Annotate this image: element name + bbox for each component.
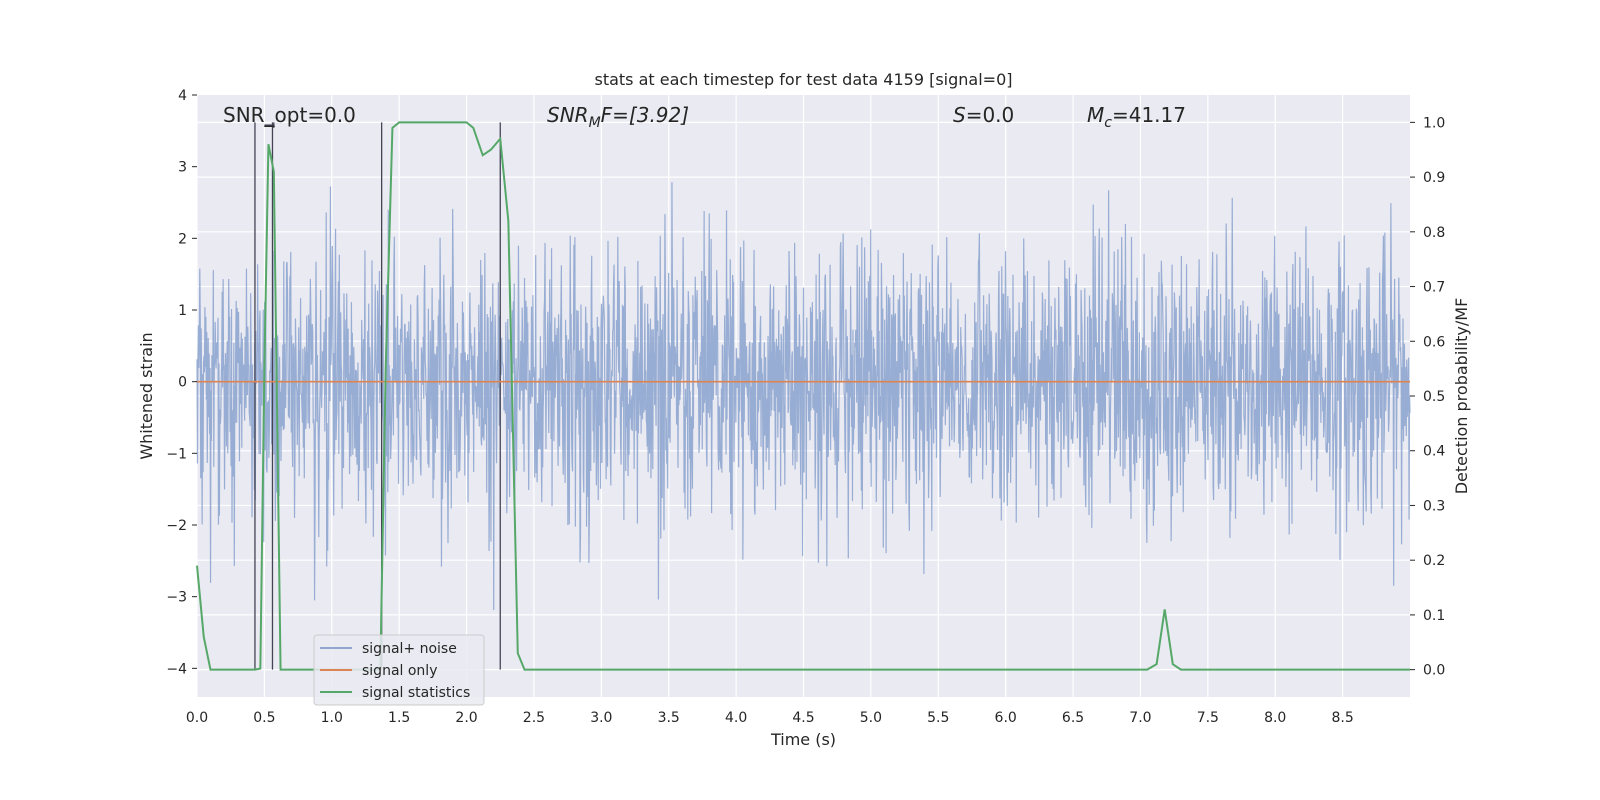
y-tick-label: −4 (166, 661, 187, 677)
legend: signal+ noise signal only signal statist… (313, 634, 485, 706)
x-tick-label: 5.0 (860, 710, 882, 726)
x-tick-label: 0.0 (186, 710, 208, 726)
annotation-snr-mf-name: SNR (547, 103, 589, 127)
y2-tick-label: 0.9 (1423, 170, 1445, 186)
x-tick-label: 0.5 (253, 710, 275, 726)
x-axis-ticks: 0.0 0.5 1.0 1.5 2.0 2.5 3.0 3.5 4.0 4.5 5.0 5.5 6.0 6… (186, 710, 1354, 726)
y-tick-label: 4 (178, 88, 187, 104)
noise-trace (196, 182, 1411, 611)
x-tick-label: 3.5 (658, 710, 680, 726)
y2-tick-label: 0.2 (1423, 553, 1445, 569)
y-tick-label: 2 (178, 231, 187, 247)
x-tick-label: 5.5 (927, 710, 949, 726)
signal-noise-line (196, 182, 1411, 611)
x-tick-label: 7.5 (1197, 710, 1219, 726)
annotation-s-name: S (953, 103, 966, 127)
vertical-markers (254, 122, 501, 670)
y2-tick-label: 0.8 (1423, 225, 1445, 241)
y2-tick-label: 0.5 (1423, 389, 1445, 405)
x-tick-label: 1.5 (388, 710, 410, 726)
y2-tick-label: 1.0 (1423, 115, 1445, 131)
x-tick-label: 4.5 (792, 710, 814, 726)
y2-tick-label: 0.6 (1423, 334, 1445, 350)
x-tick-label: 8.0 (1264, 710, 1286, 726)
y-axis-label: Whitened strain (137, 332, 156, 459)
x-tick-label: 2.5 (523, 710, 545, 726)
legend-label-signal-statistics: signal statistics (362, 685, 470, 701)
series-lines (196, 121, 1410, 671)
y-axis-ticks: 4 3 2 1 0 −1 −2 −3 −4 (166, 88, 197, 677)
annotation-snr-mf-rest: F=[3.92] (601, 103, 689, 127)
legend-box (313, 634, 485, 706)
annotation-mc-sub: c (1104, 115, 1112, 131)
y2-tick-label: 0.3 (1423, 498, 1445, 514)
y2-tick-label: 0.1 (1423, 608, 1445, 624)
annotation-mc-rest: =41.17 (1112, 103, 1186, 127)
annotation-snr-mf-sub: M (589, 115, 601, 131)
x-tick-label: 8.5 (1331, 710, 1353, 726)
annotation-s: S=0.0 (953, 103, 1014, 127)
x-tick-label: 6.5 (1062, 710, 1084, 726)
x-tick-label: 1.0 (321, 710, 343, 726)
chart-title: stats at each timestep for test data 415… (594, 70, 1012, 89)
x-tick-label: 4.0 (725, 710, 747, 726)
y-tick-label: −3 (166, 590, 187, 606)
annotation-snr-opt: SNR_opt=0.0 (223, 103, 356, 127)
annotation-mc: Mc=41.17 (1087, 103, 1186, 131)
x-tick-label: 2.0 (455, 710, 477, 726)
y2-tick-label: 0.4 (1423, 444, 1445, 460)
y-tick-label: −2 (166, 518, 187, 534)
annotation-s-rest: =0.0 (966, 103, 1015, 127)
y-tick-label: 3 (178, 160, 187, 176)
x-tick-label: 7.0 (1129, 710, 1151, 726)
y-tick-label: 1 (178, 303, 187, 319)
y2-axis-label: Detection probability/MF (1452, 298, 1471, 495)
y2-tick-label: 0.0 (1423, 663, 1445, 679)
y-tick-label: 0 (178, 375, 187, 391)
y2-axis-ticks: 1.0 0.9 0.8 0.7 0.6 0.5 0.4 0.3 0.2 0.1 0.0 (1410, 115, 1445, 679)
x-tick-label: 3.0 (590, 710, 612, 726)
x-axis-label: Time (s) (770, 730, 836, 749)
annotation-mc-name: M (1087, 103, 1104, 127)
legend-label-signal-only: signal only (362, 663, 437, 679)
annotation-snr-mf: SNRMF=[3.92] (547, 103, 689, 131)
legend-label-signal-noise: signal+ noise (362, 641, 457, 657)
signal-statistics-line (196, 121, 1410, 671)
x-tick-label: 6.0 (995, 710, 1017, 726)
y2-tick-label: 0.7 (1423, 280, 1445, 296)
y-tick-label: −1 (166, 446, 187, 462)
